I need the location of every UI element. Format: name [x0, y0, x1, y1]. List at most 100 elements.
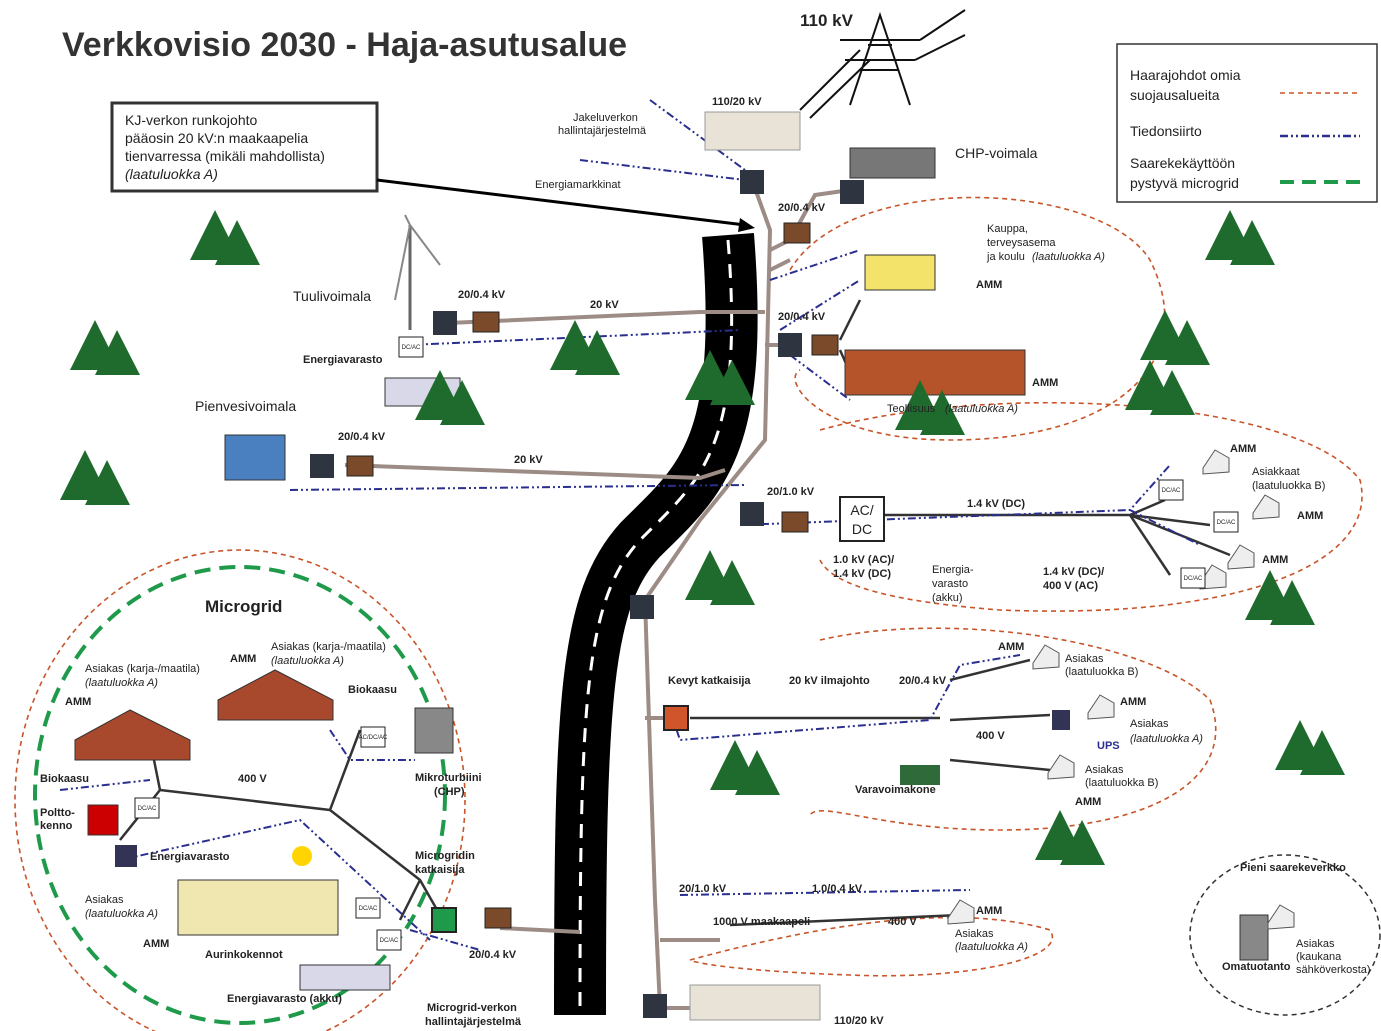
label: 1.4 kV (DC) [967, 498, 1025, 510]
label: 20/0.4 kV [899, 675, 947, 687]
label: (laatuluokka A) [1130, 733, 1203, 745]
transformer [784, 223, 810, 243]
light-switch [664, 706, 688, 730]
converter-label: DC [852, 521, 872, 537]
tree [685, 550, 755, 605]
label: (laatuluokka A) [1032, 251, 1105, 263]
label: sähköverkosta) [1296, 964, 1371, 976]
label: 400 V [976, 730, 1005, 742]
label: Asiakas [1296, 938, 1335, 950]
label: 1.4 kV (DC) [833, 568, 891, 580]
callout-arrowhead [738, 218, 755, 232]
customer [1228, 545, 1254, 569]
transformer [347, 456, 373, 476]
legend-label: pystyvä microgrid [1130, 175, 1239, 191]
trees [60, 210, 1345, 865]
label: katkaisija [415, 864, 465, 876]
switch [778, 333, 802, 357]
legend-label: Tiedonsiirto [1130, 123, 1202, 139]
chp-plant [850, 148, 935, 178]
battery [115, 845, 137, 867]
converter-label: DC/AC [1184, 576, 1203, 582]
label: 20/0.4 kV [469, 949, 517, 961]
legend-label: Saarekekäyttöön [1130, 155, 1235, 171]
switch [643, 994, 667, 1018]
label: Biokaasu [40, 773, 89, 785]
legend-label: Haarajohdot omia [1130, 67, 1241, 83]
label: Pienvesivoimala [195, 398, 296, 414]
label: CHP-voimala [955, 145, 1038, 161]
label: 20 kV [590, 299, 619, 311]
label: Energiamarkkinat [535, 179, 621, 191]
label: Poltto- [40, 807, 75, 819]
sun [292, 846, 312, 866]
label: 20/1.0 kV [679, 883, 727, 895]
switch [840, 180, 864, 204]
hydro-plant [225, 435, 285, 480]
tree [550, 320, 620, 375]
label: kenno [40, 820, 73, 832]
tree [1275, 720, 1345, 775]
label: Microgridin [415, 850, 475, 862]
building [865, 255, 935, 290]
label: (laatuluokka B) [1252, 480, 1325, 492]
converter-label: DC/AC [138, 806, 157, 812]
label: Energiavarasto [150, 851, 230, 863]
tree [1125, 360, 1195, 415]
label: 1.4 kV (DC)/ [1043, 566, 1104, 578]
label: 20 kV ilmajohto [789, 675, 870, 687]
label: varasto [932, 578, 968, 590]
microturbine [415, 708, 453, 753]
factory [845, 350, 1025, 395]
ups [1052, 710, 1070, 730]
transformer [812, 335, 838, 355]
label: Asiakas [1130, 718, 1169, 730]
label: Asiakas (karja-/maatila) [85, 663, 200, 675]
label: 400 V (AC) [1043, 580, 1098, 592]
converter-label: DC/AC [1162, 488, 1181, 494]
label: 20/0.4 kV [338, 431, 386, 443]
switch [630, 595, 654, 619]
converter-label: AC/ [850, 502, 873, 518]
label: Omatuotanto [1222, 961, 1291, 973]
wind-blades [395, 215, 440, 300]
switch [740, 170, 764, 194]
label: (akku) [932, 592, 963, 604]
label: AMM [998, 641, 1024, 653]
label: (kaukana [1296, 951, 1342, 963]
label: 400 V [238, 773, 267, 785]
label: Pieni saarekeverkko [1240, 862, 1346, 874]
label: 20/0.4 kV [778, 311, 826, 323]
tree [190, 210, 260, 265]
microgrid-switch [432, 908, 456, 932]
transformer [485, 908, 511, 928]
callout-text: tienvarressa (mikäli mahdollista) [125, 148, 325, 164]
fuel-cell [88, 805, 118, 835]
label: AMM [230, 653, 256, 665]
callout-text: KJ-verkon runkojohto [125, 112, 258, 128]
label: 400 V [888, 916, 917, 928]
customer [948, 900, 974, 924]
legend-label: suojausalueita [1130, 87, 1220, 103]
label: AMM [1297, 510, 1323, 522]
customer [1033, 645, 1059, 669]
label: Microgrid-verkon [427, 1002, 517, 1014]
label: (laatuluokka B) [1065, 666, 1138, 678]
label: (laatuluokka A) [85, 908, 158, 920]
label: Mikroturbiini [415, 772, 482, 784]
label: AMM [1230, 443, 1256, 455]
own-generation [1240, 915, 1268, 960]
label: Energia- [932, 564, 974, 576]
generator [900, 765, 940, 785]
house [178, 880, 338, 935]
tree [70, 320, 140, 375]
label: 110/20 kV [712, 96, 762, 108]
label: (laatuluokka B) [1085, 777, 1158, 789]
label: Energiavarasto (akku) [227, 993, 342, 1005]
converter-label: AC/DC/AC [359, 735, 388, 741]
callout-text: pääosin 20 kV:n maakaapelia [125, 130, 308, 146]
converter-label: DC/AC [1217, 520, 1236, 526]
label: Kauppa, [987, 223, 1028, 235]
barn [75, 710, 190, 760]
label: UPS [1097, 740, 1120, 752]
